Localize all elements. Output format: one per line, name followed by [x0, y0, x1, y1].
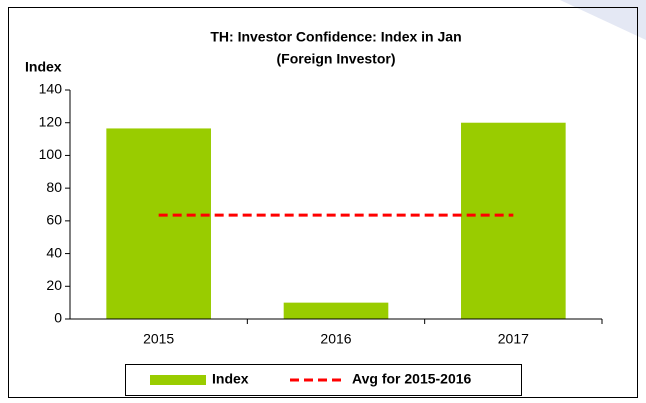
- chart-title: TH: Investor Confidence: Index in Jan: [210, 29, 461, 45]
- y-axis-label: Index: [25, 59, 62, 75]
- y-tick-label: 60: [46, 212, 62, 228]
- y-tick-label: 140: [39, 81, 63, 97]
- y-tick-label: 120: [39, 113, 63, 129]
- bar: [106, 128, 211, 319]
- chart-frame: [8, 7, 638, 398]
- y-tick-label: 0: [54, 310, 62, 326]
- y-tick-label: 80: [46, 179, 62, 195]
- y-tick-label: 20: [46, 277, 62, 293]
- legend-label: Index: [212, 371, 249, 387]
- bar: [283, 302, 389, 319]
- x-tick-label: 2015: [143, 331, 174, 347]
- chart-title: (Foreign Investor): [276, 51, 395, 67]
- legend-swatch: [150, 375, 206, 385]
- legend-label: Avg for 2015-2016: [352, 371, 472, 387]
- y-tick-label: 100: [39, 146, 63, 162]
- bar: [461, 122, 566, 319]
- x-tick-label: 2017: [498, 331, 529, 347]
- x-tick-label: 2016: [320, 331, 351, 347]
- y-tick-label: 40: [46, 244, 62, 260]
- corner-decoration: [560, 0, 646, 40]
